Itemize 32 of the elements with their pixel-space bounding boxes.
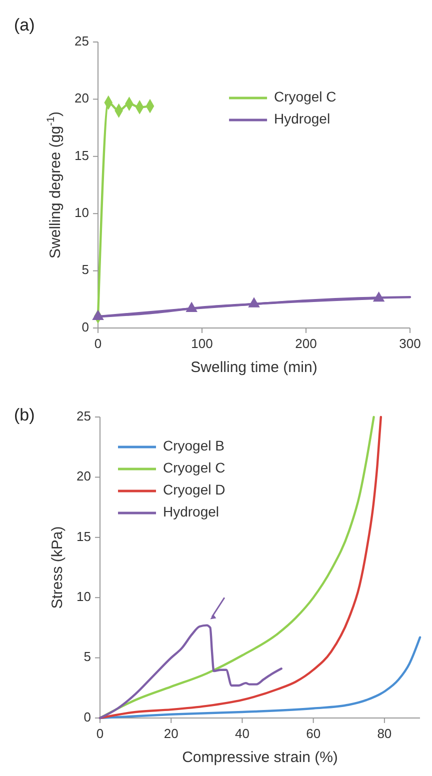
y-tick-label: 10: [74, 205, 89, 220]
legend-label: Cryogel D: [163, 482, 226, 498]
y-tick-label: 5: [84, 649, 91, 664]
text: (b): [14, 405, 35, 424]
legend-label: Hydrogel: [274, 110, 330, 127]
legend-label: Cryogel C: [163, 460, 226, 476]
x-axis-title: Swelling time (min): [190, 359, 318, 376]
x-tick-label: 60: [306, 726, 321, 741]
y-tick-label: 5: [82, 262, 89, 278]
text: (a): [14, 15, 35, 34]
y-tick-label: 15: [76, 528, 91, 544]
y-tick-label: 0: [82, 319, 89, 334]
legend-label: Cryogel B: [163, 438, 224, 454]
y-tick-label: 20: [74, 90, 89, 106]
y-tick-label: 25: [74, 33, 89, 48]
x-tick-label: 80: [377, 726, 392, 741]
legend-label: Cryogel C: [274, 88, 336, 105]
y-tick-label: 20: [76, 468, 91, 484]
y-tick-label: 25: [76, 408, 91, 424]
y-tick-label: 10: [76, 589, 91, 604]
x-tick-label: 100: [191, 336, 213, 351]
y-tick-label: 15: [74, 148, 89, 163]
y-tick-label: 0: [84, 709, 91, 724]
x-tick-label: 20: [164, 726, 178, 741]
x-tick-label: 200: [295, 336, 317, 351]
x-tick-label: 0: [94, 336, 102, 351]
legend-label: Hydrogel: [163, 504, 220, 520]
x-axis-title: Compressive strain (%): [182, 749, 338, 766]
x-tick-label: 40: [234, 726, 250, 741]
x-tick-label: 0: [96, 726, 104, 741]
y-axis-title: Stress (kPa): [49, 526, 66, 609]
x-tick-label: 300: [399, 336, 421, 351]
